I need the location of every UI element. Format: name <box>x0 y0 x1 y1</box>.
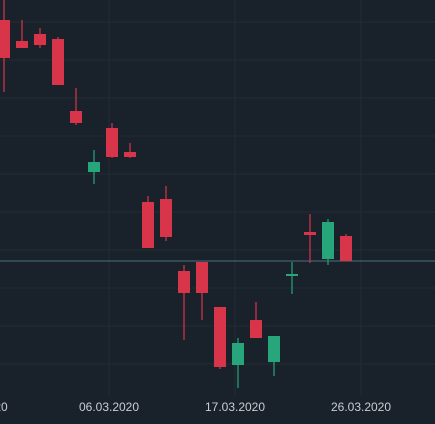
candle-body <box>178 271 190 293</box>
candle-body <box>268 336 280 362</box>
candle-body <box>196 262 208 293</box>
candle-body <box>70 111 82 123</box>
candle-body <box>34 34 46 45</box>
candle-body <box>52 39 64 85</box>
x-tick-label: 17.03.2020 <box>205 400 265 414</box>
candle-body <box>214 307 226 367</box>
candle-body <box>142 202 154 248</box>
x-tick-label: 06.03.2020 <box>79 400 139 414</box>
candle-body <box>232 343 244 365</box>
candle-body <box>0 20 10 58</box>
candle-body <box>106 128 118 157</box>
candle-body <box>304 232 316 235</box>
candle-body <box>124 152 136 157</box>
candle-body <box>286 274 298 276</box>
candle-body <box>250 320 262 338</box>
x-tick-label: 26.03.2020 <box>331 400 391 414</box>
candle-body <box>340 236 352 261</box>
candle-body <box>16 41 28 48</box>
x-tick-label: 20 <box>0 400 8 414</box>
candle-body <box>88 162 100 172</box>
candle-body <box>322 222 334 259</box>
candle-body <box>160 199 172 237</box>
